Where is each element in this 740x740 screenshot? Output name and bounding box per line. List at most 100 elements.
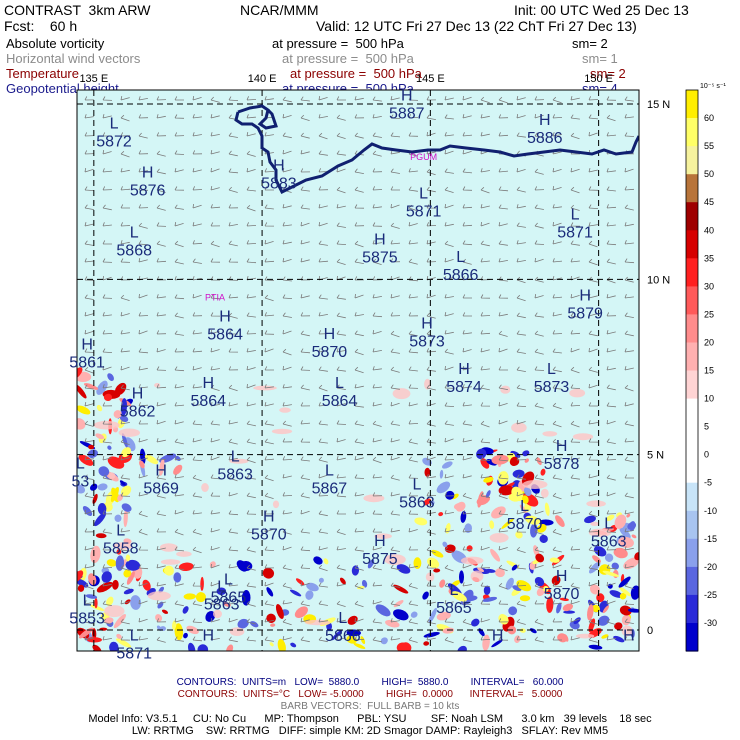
wind-barb xyxy=(390,528,400,533)
wind-barb xyxy=(480,348,490,353)
wind-barb xyxy=(318,438,328,444)
wind-barb xyxy=(552,312,562,317)
vorticity-cell xyxy=(107,445,112,450)
wind-barb xyxy=(480,168,490,173)
wind-barb xyxy=(426,438,436,444)
wind-barb xyxy=(282,204,292,209)
vorticity-cell xyxy=(106,596,114,606)
wind-barb xyxy=(192,420,203,426)
wind-barb xyxy=(516,312,526,319)
wind-barb xyxy=(282,222,292,227)
wind-barb xyxy=(138,618,148,623)
wind-barb xyxy=(444,276,454,281)
vorticity-cell xyxy=(614,622,623,630)
wind-barb xyxy=(444,582,454,589)
wind-barb xyxy=(336,420,347,425)
wind-barb xyxy=(624,276,634,283)
vorticity-cell xyxy=(173,464,183,475)
extremum-type: L xyxy=(83,592,92,609)
wind-barb xyxy=(282,618,292,626)
extremum-value: 5870 xyxy=(507,516,543,533)
wind-barb xyxy=(156,96,167,101)
colorbar-tick-label: 45 xyxy=(704,197,714,207)
wind-barb xyxy=(84,438,94,443)
wind-barb xyxy=(336,96,346,101)
wind-barb xyxy=(498,564,508,572)
wind-barb xyxy=(480,618,490,623)
wind-barb xyxy=(552,132,562,137)
colorbar-swatch xyxy=(686,118,698,147)
wind-barb xyxy=(516,618,526,625)
vorticity-cell xyxy=(277,638,286,651)
vorticity-cell xyxy=(393,600,404,608)
vorticity-cell xyxy=(114,514,122,522)
wind-barb xyxy=(120,204,130,209)
vorticity-cell xyxy=(511,422,527,433)
wind-barb xyxy=(552,402,562,410)
wind-barb xyxy=(282,492,293,497)
wind-barb xyxy=(264,564,275,569)
vorticity-cell xyxy=(172,620,177,630)
vorticity-cell xyxy=(123,569,132,578)
wind-barb xyxy=(354,114,365,119)
vorticity-cell xyxy=(123,588,134,595)
wind-barb xyxy=(588,546,598,553)
wind-barb xyxy=(228,510,239,516)
vorticity-cell xyxy=(249,621,259,628)
wind-barb xyxy=(606,420,616,425)
wind-barb xyxy=(210,204,221,209)
vorticity-cell xyxy=(505,577,514,590)
wind-barb xyxy=(570,312,580,318)
wind-barb xyxy=(552,456,562,461)
colorbar-tick-label: -5 xyxy=(704,478,712,488)
wind-barb xyxy=(570,114,580,120)
wind-barb xyxy=(192,366,202,371)
wind-barb xyxy=(588,420,598,425)
vorticity-cell xyxy=(439,579,446,588)
colorbar-tick-label: -15 xyxy=(704,534,717,544)
extremum-value: 5870 xyxy=(312,344,348,361)
extremum-value: 5870 xyxy=(251,526,287,543)
wind-barb xyxy=(192,546,202,554)
wind-barb xyxy=(84,456,94,461)
vorticity-cell xyxy=(77,584,85,592)
vorticity-cell xyxy=(95,533,107,539)
wind-barb xyxy=(210,366,220,371)
wind-barb xyxy=(138,438,148,443)
wind-barbs xyxy=(84,95,635,644)
vorticity-cell xyxy=(549,557,560,563)
wind-barb xyxy=(120,151,130,158)
colorbar-swatch xyxy=(686,202,698,231)
wind-barb xyxy=(300,618,310,623)
wind-barb xyxy=(264,402,274,407)
wind-barb xyxy=(570,240,580,246)
vorticity-cell xyxy=(445,490,455,500)
colorbar-swatch xyxy=(686,370,698,400)
wind-barb xyxy=(372,618,382,624)
vorticity-cell xyxy=(602,605,610,614)
wind-barb xyxy=(570,204,580,211)
wind-barb xyxy=(300,168,311,173)
wind-barb xyxy=(588,131,598,137)
wind-barb xyxy=(156,150,166,157)
wind-barb xyxy=(138,222,148,229)
wind-barb xyxy=(498,222,508,227)
wind-barb xyxy=(444,402,455,407)
wind-barb xyxy=(390,384,400,390)
vorticity-cell xyxy=(539,534,548,544)
vorticity-cell xyxy=(555,515,565,527)
wind-barb xyxy=(480,131,490,137)
wind-barb xyxy=(372,186,383,191)
wind-barb xyxy=(174,564,184,570)
wind-barb xyxy=(84,582,94,590)
vorticity-cell xyxy=(125,559,141,571)
colorbar-swatch xyxy=(686,538,698,568)
wind-barb xyxy=(102,276,112,281)
wind-barb xyxy=(156,384,167,389)
wind-barb xyxy=(624,618,634,624)
wind-barb xyxy=(606,240,617,246)
wind-barb xyxy=(552,168,562,173)
wind-barb xyxy=(318,456,328,463)
